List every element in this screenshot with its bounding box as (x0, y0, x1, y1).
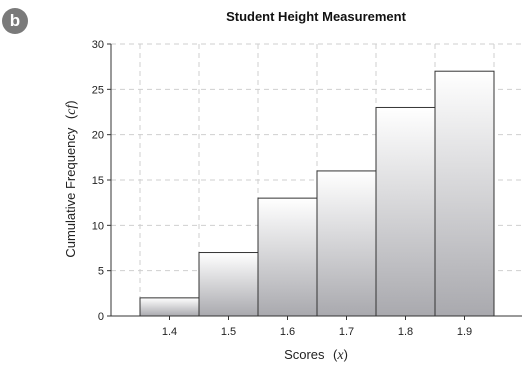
axes (107, 43, 522, 320)
y-tick-label: 15 (92, 175, 104, 187)
x-tick-label: 1.6 (280, 326, 295, 338)
y-axis-variable: cf (64, 103, 79, 115)
x-tick-label: 1.7 (339, 326, 354, 338)
y-axis-label-text: Cumulative Frequency (63, 127, 78, 258)
x-axis-variable: x (336, 348, 344, 363)
bar-1.6 (257, 197, 318, 317)
bar-1.5 (198, 252, 259, 317)
bars (139, 70, 495, 317)
bar-1.7 (316, 170, 377, 317)
y-tick-label: 10 (92, 220, 104, 232)
chart-title: Student Height Measurement (226, 9, 407, 24)
x-axis-label-text: Scores (284, 347, 325, 362)
y-tick-label: 5 (98, 266, 104, 278)
y-tick-label: 25 (92, 84, 104, 96)
y-axis-label: Cumulative Frequency (cf) (62, 100, 79, 257)
x-axis-label: Scores (x) (284, 346, 348, 363)
x-tick-label: 1.8 (398, 326, 413, 338)
y-tick-label: 20 (92, 130, 104, 142)
bar-1.9 (434, 70, 495, 317)
bar-1.4 (139, 297, 200, 317)
x-tick-label: 1.9 (457, 326, 472, 338)
y-tick-label: 30 (92, 39, 104, 51)
y-tick-label: 0 (98, 311, 104, 323)
tick-labels: 0 5 10 15 20 25 30 1.4 1.5 1.6 1.7 1.8 1.9 (92, 39, 472, 338)
bar-1.8 (375, 106, 436, 317)
x-tick-label: 1.5 (221, 326, 236, 338)
x-tick-label: 1.4 (162, 326, 177, 338)
figure-label-badge: b (2, 8, 28, 34)
